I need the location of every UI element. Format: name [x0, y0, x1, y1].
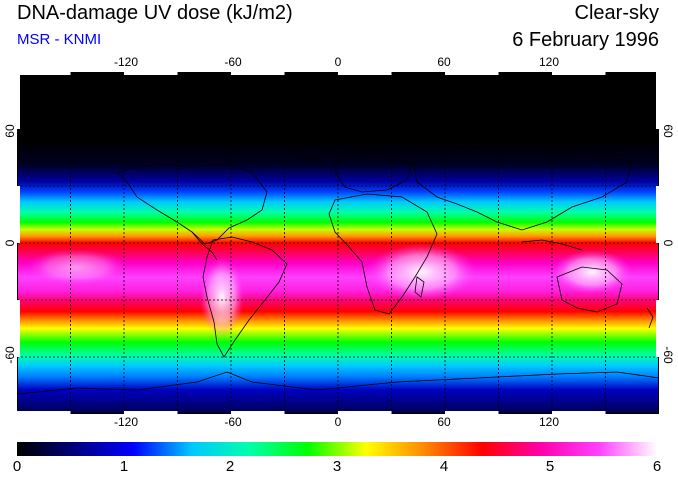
greenland-coast — [286, 135, 330, 161]
frame-segment — [445, 72, 499, 75]
frame-segment — [17, 186, 20, 243]
central-america-coast — [191, 231, 218, 261]
lon-label-top: -60 — [224, 55, 242, 69]
lon-label-top: 0 — [334, 55, 342, 69]
colorbar-label: 0 — [12, 458, 22, 475]
andes-hotspot — [200, 257, 244, 337]
frame-segment — [231, 411, 285, 414]
graticule — [17, 72, 659, 414]
lon-label-top: 120 — [538, 55, 560, 69]
africa-coast — [328, 193, 438, 315]
colorbar-label: 1 — [119, 458, 129, 475]
frame-segment — [338, 411, 392, 414]
south-america-coast — [202, 236, 288, 358]
pacific-hotspot — [27, 249, 127, 285]
frame-segment — [656, 72, 659, 129]
uv-dose-map — [17, 72, 659, 414]
sky-condition: Clear-sky — [574, 2, 659, 24]
colorbar-label: 4 — [439, 458, 449, 475]
colorbar — [17, 442, 657, 456]
australia-hotspot — [552, 250, 632, 294]
colorbar-label: 5 — [545, 458, 555, 475]
lon-label-bottom: 0 — [334, 415, 342, 429]
lon-label-bottom: 120 — [538, 415, 560, 429]
colorbar-label: 6 — [652, 458, 662, 475]
frame-segment — [17, 72, 20, 129]
madagascar-coast — [414, 276, 425, 298]
lat-label-left: -60 — [3, 346, 17, 364]
frame-segment — [445, 411, 499, 414]
data-source: MSR - KNMI — [17, 31, 102, 48]
frame-segment — [17, 300, 20, 357]
frame-segment — [552, 72, 606, 75]
australia-coast — [556, 266, 623, 313]
lat-label-right: 0 — [661, 239, 675, 247]
colorbar-label: 3 — [332, 458, 342, 475]
new-zealand-coast — [646, 307, 654, 329]
frame-segment — [124, 72, 178, 75]
frame-segment — [124, 411, 178, 414]
frame-segment — [231, 72, 285, 75]
frame-segment — [17, 411, 71, 414]
europe-coast — [334, 151, 413, 193]
map-title: DNA-damage UV dose (kJ/m2) — [17, 2, 293, 24]
lat-label-right: 60 — [661, 124, 675, 138]
lon-label-bottom: -60 — [224, 415, 242, 429]
africa-hotspot — [367, 244, 477, 300]
lon-label-top: -120 — [113, 55, 139, 69]
lon-label-top: 60 — [437, 55, 451, 69]
lat-label-left: 0 — [3, 239, 17, 247]
frame-segment — [656, 186, 659, 243]
lon-label-bottom: -120 — [113, 415, 139, 429]
frame-segment — [17, 72, 71, 75]
map-date: 6 February 1996 — [512, 29, 659, 51]
frame-segment — [338, 72, 392, 75]
colorbar-label: 2 — [225, 458, 235, 475]
map-frame — [17, 72, 659, 414]
north-america-coast — [116, 163, 268, 245]
lat-label-right: -60 — [661, 346, 675, 364]
asia-coast — [411, 146, 633, 231]
frame-segment — [552, 411, 606, 414]
lon-label-bottom: 60 — [437, 415, 451, 429]
lat-label-left: 60 — [3, 124, 17, 138]
frame-segment — [656, 300, 659, 357]
